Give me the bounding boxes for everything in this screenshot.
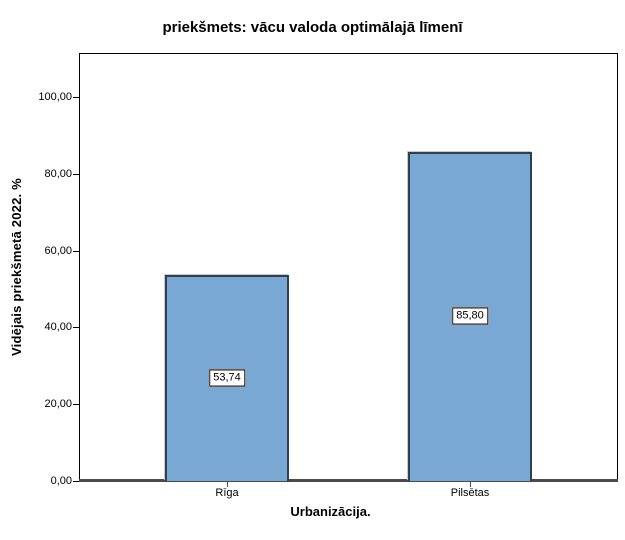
x-tick-mark (470, 482, 471, 487)
y-tick-mark (73, 481, 79, 482)
bar-value-label: 53,74 (208, 368, 246, 388)
y-tick-mark (73, 327, 79, 329)
x-category-label: Pilsētas (450, 487, 490, 499)
x-axis-line (79, 479, 618, 482)
chart-title: priekšmets: vācu valoda optimālajā līmen… (162, 19, 463, 36)
plot-area (79, 53, 618, 482)
y-tick-label: 0,00 (50, 475, 72, 487)
y-tick-label: 60,00 (44, 244, 72, 257)
y-tick-label: 20,00 (44, 398, 72, 411)
y-tick-mark (73, 250, 79, 252)
y-tick-label: 40,00 (44, 321, 72, 334)
bar-value-label: 85,80 (451, 306, 489, 326)
y-axis-title: Vidējais priekšmetā 2022. % (9, 178, 24, 356)
x-tick-mark (227, 482, 228, 487)
x-axis-title: Urbanizācija. (290, 504, 371, 519)
x-category-label: Rīga (215, 487, 239, 499)
y-tick-mark (73, 97, 79, 98)
y-tick-mark (73, 404, 79, 406)
bar-Pilsētas (408, 152, 532, 481)
y-tick-label: 80,00 (44, 167, 72, 180)
y-tick-mark (73, 173, 79, 175)
y-tick-label: 100,00 (38, 91, 72, 103)
